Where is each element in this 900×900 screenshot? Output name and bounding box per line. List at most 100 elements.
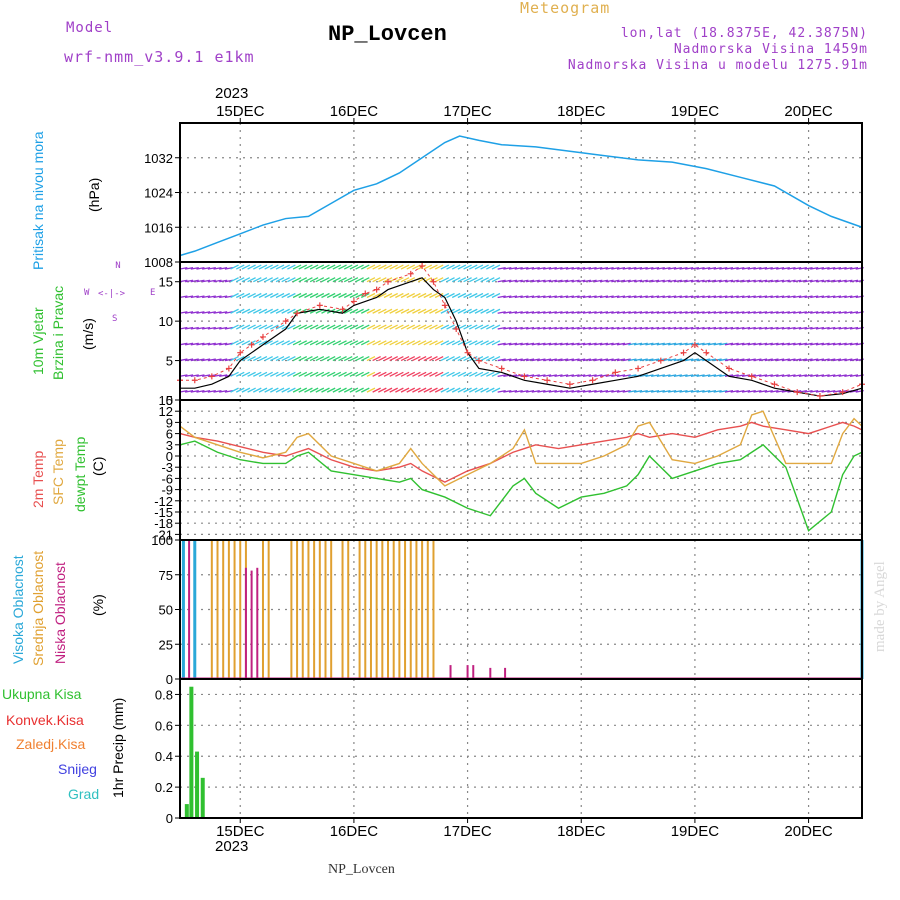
wind-barb (258, 324, 268, 330)
wind-gust-marker (475, 357, 482, 364)
wind-barb (815, 311, 825, 314)
wind-barb (753, 311, 762, 314)
wind-barb (241, 324, 251, 330)
wind-barb (264, 340, 273, 346)
wind-barb (605, 279, 614, 283)
wind-barb (770, 389, 779, 393)
wind-barb (747, 266, 756, 270)
wind-barb (309, 277, 319, 283)
wind-barb (503, 326, 512, 330)
cloud-y-tick-label: 100 (151, 533, 173, 548)
wind-barb (275, 292, 285, 299)
wind-barb (503, 295, 512, 299)
wind-barb (577, 295, 586, 299)
wind-barb (599, 311, 609, 314)
wind-barb (224, 279, 233, 283)
wind-barb (412, 355, 421, 362)
wind-barb (747, 311, 756, 314)
wind-barb (287, 277, 296, 283)
wind-barb (321, 324, 330, 330)
wind-barb (707, 311, 717, 314)
wind-barb (719, 342, 728, 346)
wind-barb (497, 358, 506, 362)
temp-y-tick-label: -12 (154, 494, 173, 509)
wind-barb (543, 358, 552, 362)
wind-barb (724, 311, 734, 314)
precip-bar (195, 751, 200, 818)
wind-barb (434, 355, 444, 362)
wind-barb (446, 371, 455, 377)
cloud-bar (404, 540, 407, 679)
wind-barb (525, 279, 535, 283)
wind-barb (480, 324, 489, 330)
wind-barb (810, 326, 819, 330)
wind-barb (719, 311, 728, 314)
wind-barb (400, 264, 410, 270)
wind-barb (730, 358, 739, 362)
wind-barb (548, 374, 557, 377)
wind-barb (497, 389, 506, 393)
wind-barb (747, 358, 756, 362)
wind-barb (309, 371, 319, 377)
wind-barb (804, 358, 813, 362)
wind-barb (787, 295, 796, 299)
wind-barb (849, 374, 859, 377)
wind-barb (235, 264, 245, 270)
pressure-y-tick-label: 1032 (144, 151, 173, 166)
wind-barb (560, 342, 569, 346)
wind-barb (758, 295, 768, 299)
wind-barb (514, 279, 523, 283)
wind-barb (241, 292, 251, 299)
wind-barb (247, 324, 256, 330)
wind-barb (554, 342, 563, 346)
wind-barb (446, 264, 455, 270)
wind-barb (645, 326, 654, 330)
precip-bar (184, 804, 189, 818)
cloud-bar (222, 540, 225, 679)
wind-barb (287, 371, 296, 377)
wind-barb (406, 292, 416, 299)
wind-barb (326, 387, 336, 393)
wind-barb (560, 266, 569, 270)
wind-gust-marker (339, 306, 346, 313)
wind-barb (434, 308, 444, 314)
wind-barb (372, 340, 381, 346)
wind-barb (281, 371, 291, 377)
wind-barb (582, 295, 592, 299)
wind-barb (537, 389, 546, 393)
wind-barb (844, 358, 853, 362)
wind-barb (565, 358, 574, 362)
wind-barb (298, 340, 308, 346)
wind-barb (770, 311, 779, 314)
wind-barb (332, 340, 342, 346)
wind-barb (594, 374, 603, 377)
wind-barb (741, 266, 751, 270)
wind-barb (815, 342, 825, 346)
wind-barb (463, 292, 472, 299)
wind-barb (844, 266, 853, 270)
wind-barb (451, 264, 461, 270)
wind-barb (656, 279, 665, 283)
precip-y-tick-label: 0.4 (155, 749, 173, 764)
wind-barb (736, 295, 745, 299)
wind-barb (577, 374, 586, 377)
wind-barb (668, 358, 677, 362)
wind-barb (355, 387, 364, 393)
wind-barb (713, 266, 722, 270)
wind-barb (315, 340, 325, 346)
wind-barb (827, 326, 836, 330)
wind-gust-marker (316, 302, 323, 309)
wind-barb (514, 295, 523, 299)
wind-gust-marker (839, 389, 846, 396)
wind-barb (389, 308, 398, 314)
wind-barb (662, 389, 671, 393)
wind-barb (793, 374, 802, 377)
wind-barb (776, 342, 785, 346)
wind-barb (827, 279, 836, 283)
wind-barb (463, 387, 472, 393)
wind-barb (838, 374, 847, 377)
wind-barb (423, 340, 433, 346)
wind-barb (787, 279, 796, 283)
wind-barb (400, 277, 410, 283)
wind-barb (662, 342, 671, 346)
